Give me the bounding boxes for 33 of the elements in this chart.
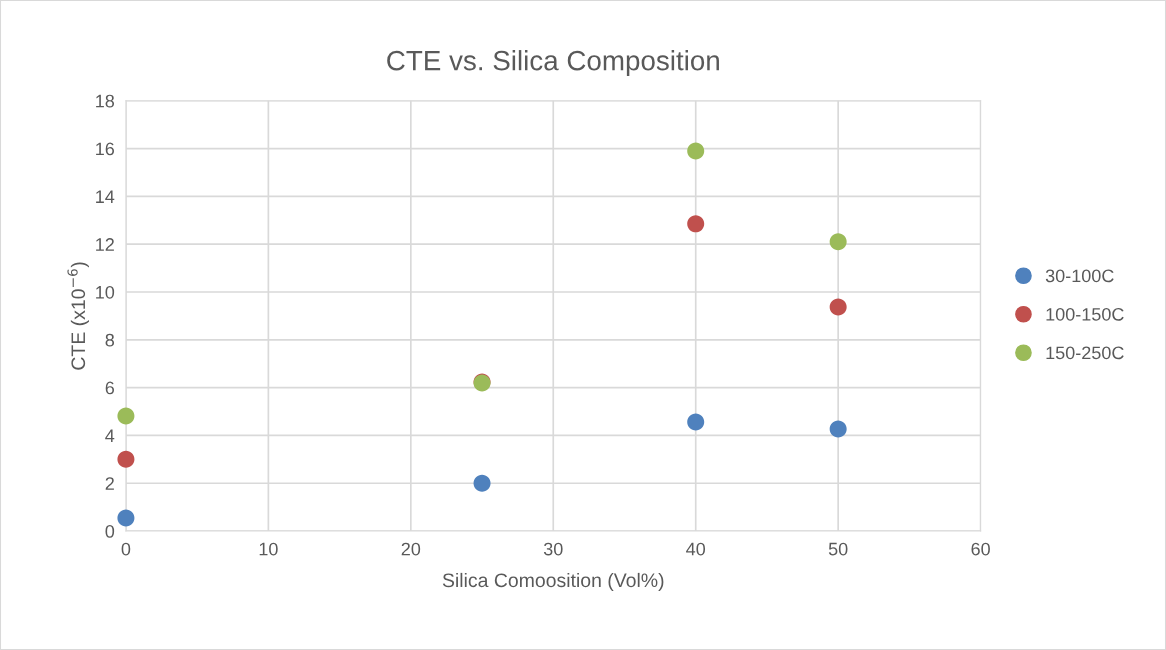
y-tick-label: 18 xyxy=(96,94,115,108)
y-tick-label: 14 xyxy=(96,190,115,203)
legend-label: 150-250C xyxy=(1046,346,1124,360)
y-tick-label: 6 xyxy=(105,381,115,395)
x-tick-label: 30 xyxy=(543,542,563,556)
x-tick-label: 60 xyxy=(971,542,990,556)
y-tick-label: 16 xyxy=(96,142,115,156)
y-tick-label: 8 xyxy=(105,333,115,347)
chart-title: CTE vs. Silica Composition xyxy=(387,50,719,76)
point xyxy=(687,413,705,431)
point xyxy=(117,450,135,468)
x-tick-label: 0 xyxy=(121,542,131,556)
point xyxy=(829,298,847,316)
x-tick-label: 20 xyxy=(401,542,421,556)
y-tick-label: 10 xyxy=(96,285,115,299)
x-axis-title: Silica Comoosition (Vol%) xyxy=(442,572,664,591)
y-axis-title: CTE (x10$^{−6}$) xyxy=(67,262,89,370)
legend-label: 30-100C xyxy=(1045,269,1114,283)
x-tick-label: 10 xyxy=(259,542,278,556)
y-tick-label: 12 xyxy=(96,238,114,251)
point xyxy=(117,509,135,527)
x-tick-label: 40 xyxy=(686,542,706,556)
y-tick-label: 4 xyxy=(105,429,115,442)
y-tick-label: 2 xyxy=(105,477,114,490)
point xyxy=(829,420,847,438)
x-tick-label: 50 xyxy=(828,542,848,556)
point xyxy=(473,474,491,492)
point xyxy=(829,233,847,251)
point xyxy=(687,142,705,160)
legend-label: 100-150C xyxy=(1046,307,1124,321)
y-tick-label: 0 xyxy=(105,524,115,538)
point xyxy=(687,215,705,233)
point xyxy=(117,407,135,425)
